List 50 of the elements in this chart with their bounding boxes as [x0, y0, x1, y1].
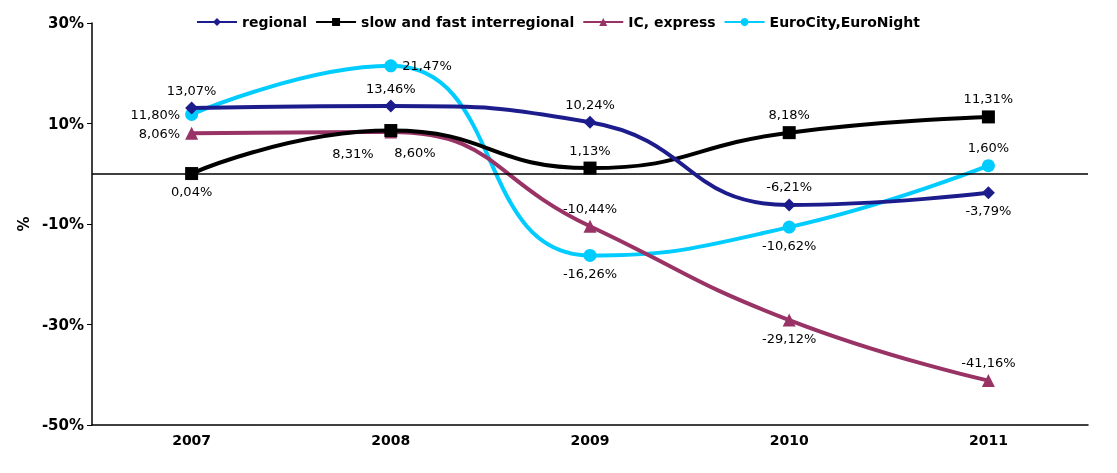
point	[782, 198, 796, 212]
point	[384, 99, 398, 113]
legend-label: slow and fast interregional	[361, 14, 575, 30]
y-tick-label: -10%	[41, 215, 85, 233]
point	[185, 126, 199, 140]
data-label: 11,31%	[963, 91, 1014, 107]
data-label: 21,47%	[402, 58, 452, 74]
x-tick-label: 2010	[769, 432, 809, 448]
legend-label: IC, express	[628, 14, 716, 30]
data-label: 13,07%	[166, 82, 217, 98]
point	[981, 374, 995, 388]
x-tick-label: 2008	[371, 432, 411, 448]
point	[981, 110, 995, 124]
point	[981, 186, 995, 200]
legend-label: regional	[242, 14, 308, 30]
data-label: -10,44%	[562, 200, 618, 216]
point	[782, 126, 796, 140]
data-label: -6,21%	[766, 179, 813, 195]
x-tick-label: 2011	[968, 432, 1008, 448]
point	[583, 248, 597, 262]
data-label: 0,04%	[170, 184, 213, 200]
data-label: -16,26%	[562, 265, 618, 281]
data-label: -3,79%	[965, 203, 1012, 219]
x-tick-label: 2009	[570, 432, 610, 448]
y-tick-label: -50%	[41, 416, 85, 434]
point	[782, 313, 796, 327]
data-label: 8,06%	[138, 125, 181, 141]
y-tick-label: 10%	[48, 114, 85, 133]
legend-label: EuroCity,EuroNight	[769, 14, 921, 30]
data-label: -10,62%	[762, 237, 817, 253]
data-label: 10,24%	[565, 96, 615, 112]
x-tick-label: 2007	[172, 432, 212, 448]
data-label: 8,31%	[332, 146, 374, 162]
data-label: -41,16%	[961, 355, 1016, 371]
y-axis-title: %	[14, 216, 33, 232]
point	[981, 159, 995, 173]
point	[185, 101, 199, 115]
data-label: 8,60%	[394, 145, 436, 161]
point	[583, 219, 597, 233]
data-label: -29,12%	[762, 330, 817, 346]
point	[384, 59, 398, 73]
data-label: 11,80%	[130, 106, 181, 122]
data-label: 1,13%	[569, 142, 611, 158]
point	[583, 115, 597, 129]
data-label: 1,60%	[967, 140, 1010, 156]
y-tick-label: 30%	[48, 14, 85, 32]
data-label: 8,18%	[768, 107, 810, 123]
y-tick-label: -30%	[41, 315, 85, 334]
data-label: 13,46%	[366, 80, 416, 96]
point	[782, 220, 796, 234]
